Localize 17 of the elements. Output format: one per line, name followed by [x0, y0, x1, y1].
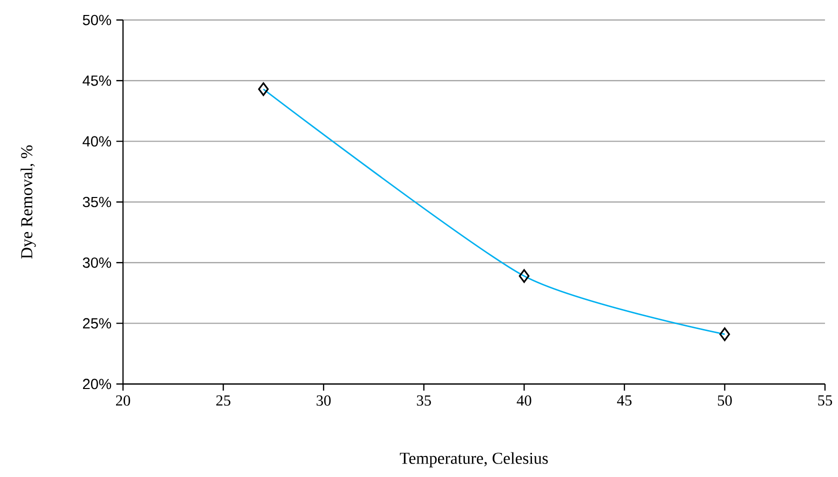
- y-tick-label: 25%: [83, 318, 112, 329]
- x-tick-label: 45: [617, 395, 632, 406]
- x-tick-label: 40: [516, 395, 532, 406]
- y-tick-label: 45%: [82, 76, 112, 86]
- y-tick-label: 20%: [83, 378, 112, 390]
- y-tick-label: 40%: [82, 136, 112, 147]
- y-axis-title: Dye Removal, %: [20, 145, 36, 259]
- y-tick-label: 35%: [82, 196, 112, 208]
- x-tick-label: 20: [116, 395, 130, 406]
- x-tick-label: 55: [818, 395, 832, 406]
- x-tick-label: 50: [718, 395, 732, 406]
- x-tick-label: 25: [216, 395, 230, 406]
- x-tick-label: 30: [316, 395, 331, 406]
- y-tick-label: 50%: [82, 14, 112, 26]
- y-tick-label: 30%: [82, 257, 112, 268]
- x-tick-label: 35: [416, 395, 431, 406]
- x-axis-title: Temperature, Celesius: [400, 452, 548, 468]
